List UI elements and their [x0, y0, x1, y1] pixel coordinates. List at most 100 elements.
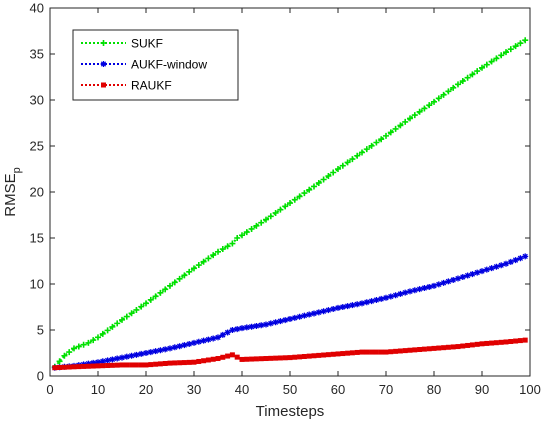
series-2-point-18 [455, 344, 461, 350]
legend-entry-1: AUKF-window [81, 58, 207, 72]
series-1-marker-74 [402, 289, 409, 296]
series-0-marker-84 [450, 84, 457, 91]
legend-box [72, 29, 239, 101]
series-2-point-1 [71, 364, 77, 370]
series-2-marker-31 [196, 358, 202, 364]
series-2-marker-79 [426, 346, 432, 352]
series-1-marker-94 [498, 262, 505, 269]
series-0-point-19 [407, 115, 413, 122]
series-0-marker-96 [507, 46, 514, 53]
y-tick-label-4: 20 [30, 185, 44, 200]
series-2-point-15 [383, 349, 389, 355]
series-0-point-18 [383, 132, 389, 139]
series-0-point-21 [455, 81, 461, 88]
legend-marker-1 [100, 61, 107, 67]
series-0-marker-54 [306, 186, 313, 193]
series-0-marker-66 [363, 146, 370, 153]
series-2-marker-88 [469, 342, 475, 348]
series-1-marker-26 [171, 344, 178, 351]
series-0-marker-17 [128, 310, 135, 317]
series-2-marker-11 [100, 363, 106, 369]
y-tick-label-1: 5 [37, 323, 44, 338]
series-0-marker-19 [138, 303, 145, 310]
series-0-marker-47 [272, 209, 279, 216]
series-0-marker-41 [243, 229, 250, 236]
series-1-marker-63 [349, 302, 356, 309]
series-1-marker-31 [195, 338, 202, 345]
series-2-marker-6 [76, 364, 82, 370]
series-1-point-16 [407, 288, 413, 295]
series-0-marker-2 [56, 358, 63, 365]
series-2-point-9 [239, 356, 245, 362]
series-0-marker-86 [459, 78, 466, 85]
series-2-marker-13 [109, 362, 115, 368]
series-2-marker-93 [493, 340, 499, 346]
series-0-marker-12 [104, 327, 111, 334]
series-2-marker-29 [186, 359, 192, 365]
series-0-marker-59 [330, 169, 337, 176]
series-0-point-1 [61, 352, 68, 359]
series-1-marker-42 [248, 323, 255, 330]
series-0-marker-89 [474, 68, 481, 75]
series-0-point-16 [335, 166, 341, 172]
series-1-marker-47 [272, 319, 279, 326]
series-1-marker-79 [426, 283, 433, 290]
y-axis-label-subscript: p [11, 167, 23, 173]
series-2-marker-61 [340, 351, 346, 357]
series-1-marker-19 [138, 350, 145, 357]
series-0-marker-58 [325, 172, 332, 179]
series-2-marker-66 [364, 349, 370, 355]
series-2-point-17 [431, 345, 437, 351]
series-2-point-5 [167, 360, 173, 366]
series-1-marker-62 [344, 303, 351, 310]
series-2-point-3 [119, 362, 125, 368]
series-2-marker-18 [133, 362, 139, 368]
series-2-marker-24 [162, 360, 168, 366]
series-1-marker-34 [210, 335, 217, 342]
series-0-marker-73 [397, 122, 404, 129]
series-layer [51, 37, 529, 371]
series-sukf [51, 37, 529, 370]
series-1-marker-11 [99, 358, 106, 365]
series-2-marker-68 [373, 349, 379, 355]
series-0-marker-32 [200, 258, 207, 265]
series-0-marker-6 [75, 343, 82, 350]
ticks-layer: 0 10 20 30 40 50 60 70 80 90 100 0 5 10 15 20 25 30 35 40 [30, 1, 541, 398]
series-0-marker-56 [315, 179, 322, 186]
series-2-marker-72 [393, 348, 399, 354]
series-0-marker-28 [181, 272, 188, 279]
series-1-marker-68 [373, 297, 380, 304]
series-2-point-16 [407, 347, 413, 353]
series-0-marker-14 [114, 320, 121, 327]
series-2-marker-17 [129, 362, 135, 368]
series-0-marker-52 [296, 193, 303, 200]
series-0-marker-81 [435, 95, 442, 102]
series-2-marker-44 [258, 356, 264, 362]
series-0-marker-33 [205, 255, 212, 262]
y-axis-label-base: RMSE [2, 173, 19, 216]
series-2-marker-47 [273, 355, 279, 361]
series-0-marker-37 [224, 243, 231, 250]
series-2-marker-16 [124, 362, 130, 368]
series-2-point-11 [287, 355, 293, 361]
series-2-marker-23 [157, 361, 163, 367]
series-1-marker-69 [378, 295, 385, 302]
x-tick-label-4: 40 [235, 382, 249, 397]
series-1-point-7 [215, 334, 221, 341]
series-1-point-17 [431, 282, 437, 289]
series-1-marker-91 [483, 266, 490, 273]
series-1-point-20 [503, 260, 509, 267]
series-1-marker-87 [464, 272, 471, 279]
series-2-marker-48 [277, 355, 283, 361]
series-0-marker-51 [291, 196, 298, 203]
series-2-marker-9 [90, 363, 96, 369]
series-2-marker-41 [244, 356, 250, 362]
series-0-point-5 [119, 316, 125, 323]
series-0-marker-76 [411, 112, 418, 119]
series-1-marker-56 [315, 309, 322, 316]
series-2-marker-42 [249, 356, 255, 362]
series-0-marker-72 [392, 125, 399, 132]
series-1-marker-93 [493, 263, 500, 270]
legend-entries: SUKF AUKF-window RAUKF [81, 37, 207, 93]
